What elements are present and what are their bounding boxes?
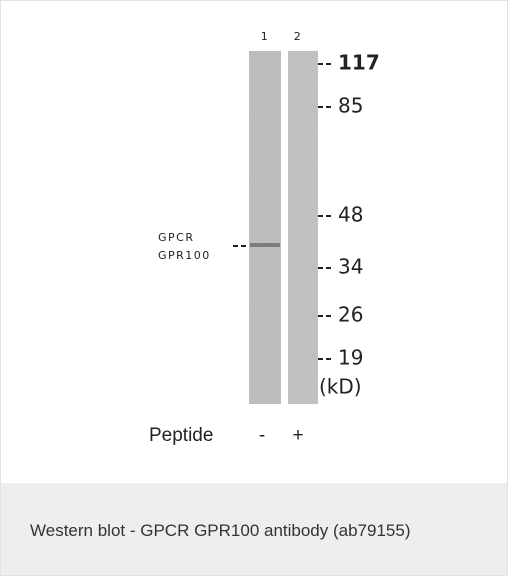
peptide-label: Peptide xyxy=(149,425,213,446)
band xyxy=(250,243,280,247)
lane-1-texture xyxy=(249,51,281,404)
marker-label: 48 xyxy=(338,203,363,227)
marker-label: 26 xyxy=(338,303,363,327)
figure-card: 1 2 117 85 48 34 26 19 (kD) GPCR GPR100 … xyxy=(0,0,508,576)
caption: Western blot - GPCR GPR100 antibody (ab7… xyxy=(30,521,411,541)
peptide-sign: - xyxy=(259,425,265,446)
lane-label: 2 xyxy=(294,30,303,43)
marker-label: 85 xyxy=(338,94,363,118)
lane-2-texture xyxy=(288,51,318,404)
marker-label: 34 xyxy=(338,255,363,279)
caption-box: Western blot - GPCR GPR100 antibody (ab7… xyxy=(1,483,507,575)
marker-label: 19 xyxy=(338,346,363,370)
peptide-sign: + xyxy=(292,425,303,446)
band-label: GPCR xyxy=(158,231,194,244)
band-label: GPR100 xyxy=(158,249,211,262)
marker-label: 117 xyxy=(338,51,380,75)
lane-label: 1 xyxy=(261,30,270,43)
blot-figure: 1 2 117 85 48 34 26 19 (kD) GPCR GPR100 … xyxy=(1,1,507,481)
unit-label: (kD) xyxy=(319,375,362,399)
